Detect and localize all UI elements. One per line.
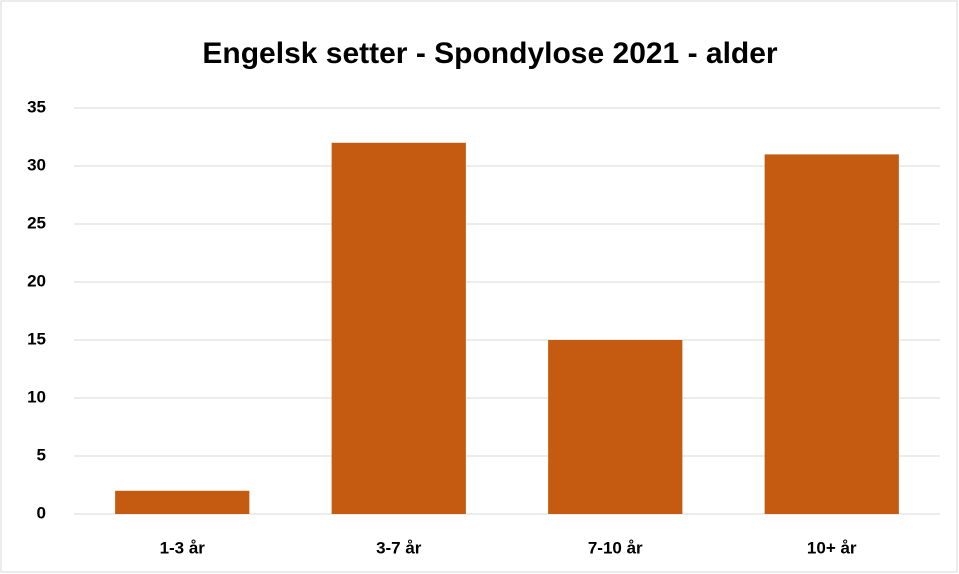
x-tick-label: 1-3 år (160, 538, 206, 557)
y-tick-label: 0 (37, 503, 46, 522)
y-tick-label: 15 (27, 329, 46, 348)
y-tick-label: 10 (27, 387, 46, 406)
y-tick-label: 5 (37, 445, 46, 464)
y-tick-label: 25 (27, 213, 46, 232)
x-tick-label: 10+ år (807, 538, 857, 557)
y-tick-label: 20 (27, 271, 46, 290)
y-tick-label: 30 (27, 155, 46, 174)
bar (764, 154, 899, 514)
bar (115, 490, 250, 514)
y-tick-label: 35 (27, 97, 46, 116)
bar (548, 340, 683, 514)
x-tick-label: 3-7 år (376, 538, 422, 557)
chart-title: Engelsk setter - Spondylose 2021 - alder (202, 37, 778, 70)
bar (331, 142, 466, 515)
x-tick-label: 7-10 år (588, 538, 643, 557)
